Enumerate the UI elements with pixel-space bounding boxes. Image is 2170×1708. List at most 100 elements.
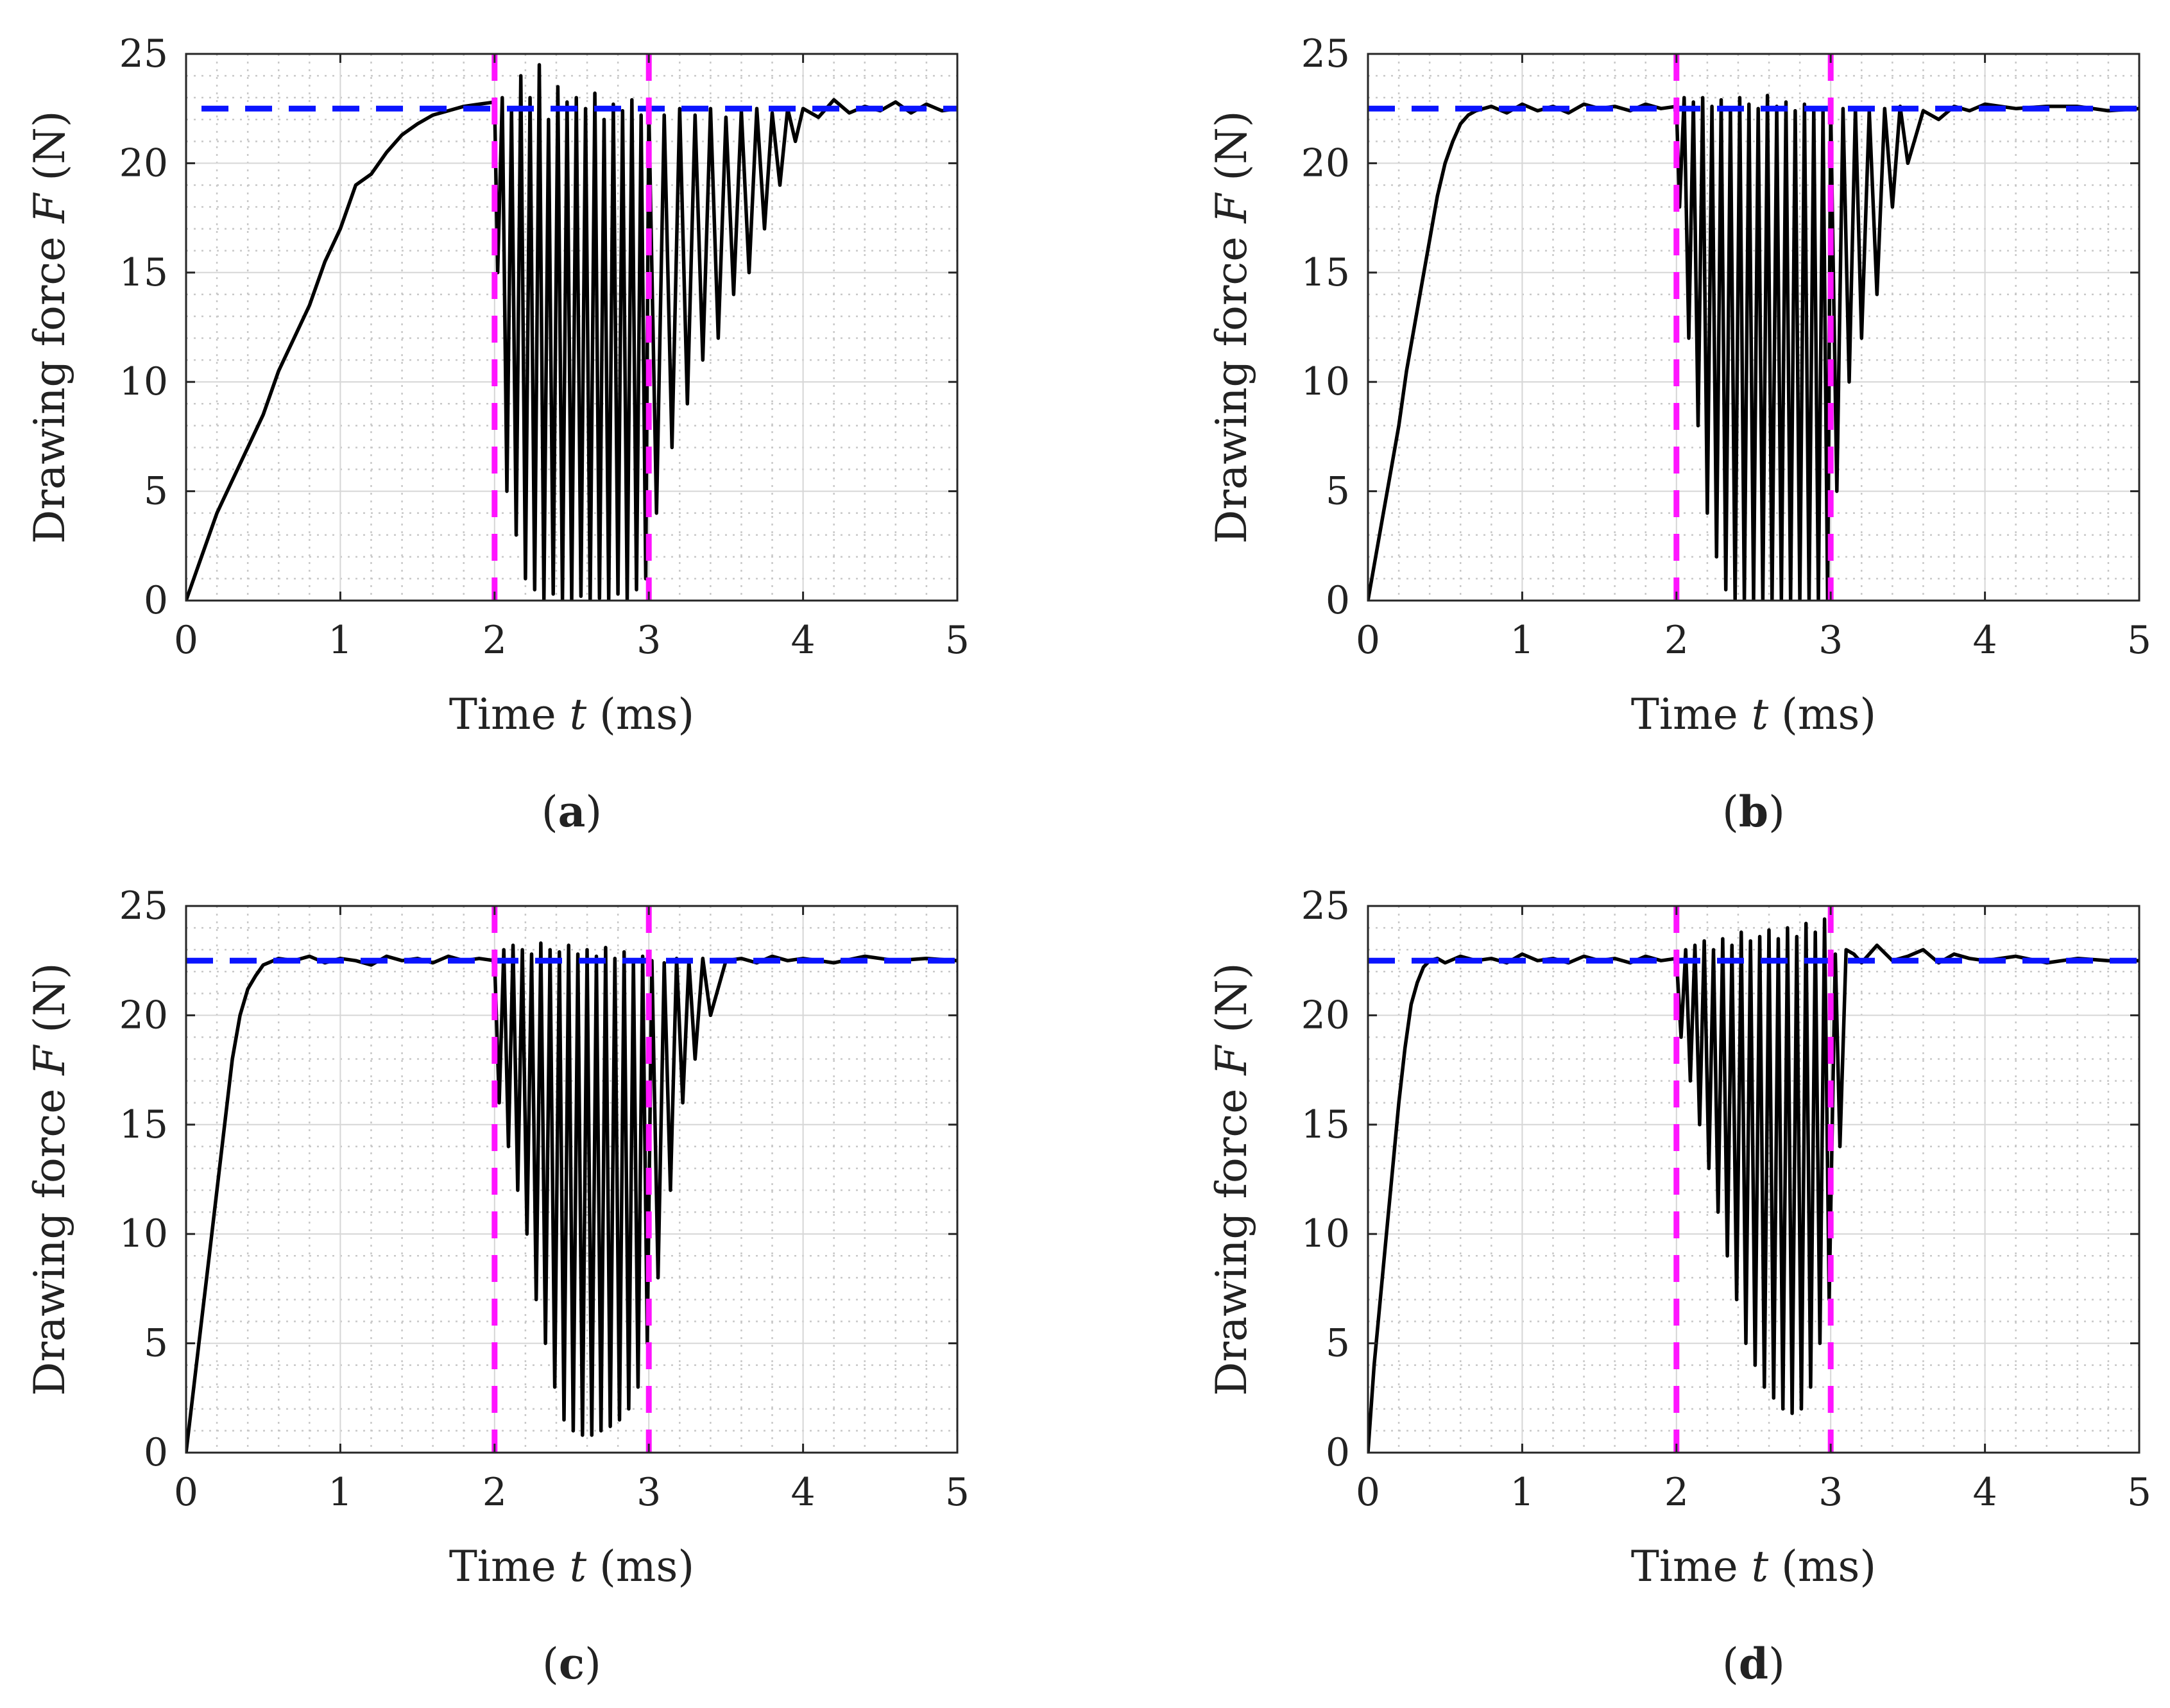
y-tick-label: 25 — [1301, 884, 1350, 928]
x-axis-variable: t — [570, 690, 587, 739]
x-tick-label: 3 — [1818, 618, 1843, 663]
x-axis-title: Time — [449, 690, 570, 739]
y-axis-variable: F — [1207, 192, 1256, 224]
x-axis-label: Time t (ms) — [449, 690, 694, 739]
x-tick-label: 4 — [791, 618, 816, 663]
x-tick-label: 3 — [636, 1470, 661, 1515]
y-tick-label: 25 — [119, 31, 168, 76]
x-tick-label: 0 — [1356, 1470, 1380, 1515]
y-axis-unit: (N) — [25, 111, 74, 181]
panel-d: 0 1 2 3 4 5 0 5 10 15 20 25 Time t (ms) Drawing force … — [1207, 884, 2151, 1689]
y-tick-label: 20 — [119, 993, 168, 1038]
y-tick-label: 5 — [1326, 1321, 1350, 1366]
y-tick-label: 15 — [1301, 1102, 1350, 1147]
force-series-line — [186, 63, 957, 601]
y-tick-label: 25 — [119, 884, 168, 928]
y-tick-label: 15 — [119, 250, 168, 295]
x-tick-label: 2 — [483, 1470, 507, 1515]
x-tick-label: 2 — [483, 618, 507, 663]
caption-close-paren: ) — [585, 1639, 601, 1689]
y-axis-title: Drawing force — [1207, 1075, 1256, 1396]
y-tick-label: 5 — [144, 1321, 168, 1366]
x-axis-variable: t — [1752, 690, 1769, 739]
caption-close-paren: ) — [1768, 787, 1785, 837]
caption-letter: d — [1739, 1639, 1768, 1689]
x-tick-label: 3 — [1818, 1470, 1843, 1515]
panel-c: 0 1 2 3 4 5 0 5 10 15 20 25 Time t (ms) Drawing force … — [25, 884, 970, 1689]
x-tick-label: 5 — [945, 618, 970, 663]
x-tick-label: 1 — [1510, 1470, 1534, 1515]
x-axis-unit: (ms) — [1781, 690, 1876, 739]
caption-letter: b — [1739, 787, 1768, 837]
x-tick-label: 1 — [328, 1470, 352, 1515]
y-tick-label: 0 — [144, 1430, 168, 1475]
y-axis-variable: F — [25, 1045, 74, 1076]
y-axis-label: Drawing force F (N) — [25, 111, 74, 544]
x-tick-label: 4 — [1973, 618, 1997, 663]
y-axis-unit: (N) — [1207, 963, 1256, 1033]
y-tick-label: 25 — [1301, 31, 1350, 76]
caption-open-paren: ( — [542, 1639, 559, 1689]
y-axis-label: Drawing force F (N) — [25, 963, 74, 1396]
x-tick-label: 5 — [2127, 1470, 2151, 1515]
y-axis-label: Drawing force F (N) — [1207, 111, 1256, 544]
y-tick-label: 10 — [119, 359, 168, 404]
x-tick-label: 4 — [1973, 1470, 1997, 1515]
caption-close-paren: ) — [1768, 1639, 1785, 1689]
y-tick-label: 5 — [144, 469, 168, 514]
y-axis-variable: F — [25, 192, 74, 224]
x-tick-label: 0 — [174, 618, 198, 663]
x-axis-unit: (ms) — [1781, 1542, 1876, 1591]
y-axis-variable: F — [1207, 1045, 1256, 1076]
x-axis-variable: t — [570, 1542, 587, 1591]
x-tick-label: 4 — [791, 1470, 816, 1515]
y-tick-label: 15 — [119, 1102, 168, 1147]
panel-caption: (a) — [542, 787, 602, 837]
force-series-line — [186, 941, 957, 1453]
caption-open-paren: ( — [542, 787, 558, 837]
x-tick-label: 5 — [2127, 618, 2151, 663]
x-tick-label: 1 — [1510, 618, 1534, 663]
panel-caption: (b) — [1722, 787, 1785, 837]
panel-b: 0 1 2 3 4 5 0 5 10 15 20 25 Time t (ms) Drawing force … — [1207, 31, 2151, 837]
caption-letter: a — [558, 787, 586, 837]
y-tick-label: 10 — [119, 1211, 168, 1256]
y-axis-title: Drawing force — [25, 223, 74, 544]
y-axis-title: Drawing force — [1207, 223, 1256, 544]
y-tick-label: 10 — [1301, 359, 1350, 404]
y-tick-label: 20 — [119, 141, 168, 185]
x-tick-label: 1 — [328, 618, 352, 663]
axes-frame — [185, 905, 959, 1454]
y-tick-label: 20 — [1301, 141, 1350, 185]
y-tick-label: 0 — [144, 578, 168, 623]
x-axis-label: Time t (ms) — [1631, 690, 1876, 739]
x-tick-label: 3 — [636, 618, 661, 663]
x-axis-label: Time t (ms) — [1631, 1542, 1876, 1591]
caption-letter: c — [559, 1639, 585, 1689]
axes-frame — [1367, 905, 2140, 1454]
axes-frame — [185, 53, 959, 602]
x-axis-title: Time — [1631, 690, 1752, 739]
caption-open-paren: ( — [1722, 787, 1739, 837]
caption-open-paren: ( — [1722, 1639, 1739, 1689]
y-axis-title: Drawing force — [25, 1075, 74, 1396]
y-tick-label: 5 — [1326, 469, 1350, 514]
axes-frame — [1367, 53, 2140, 602]
x-axis-variable: t — [1752, 1542, 1769, 1591]
y-tick-label: 20 — [1301, 993, 1350, 1038]
x-tick-label: 5 — [945, 1470, 970, 1515]
x-tick-label: 0 — [174, 1470, 198, 1515]
x-axis-label: Time t (ms) — [449, 1542, 694, 1591]
x-axis-title: Time — [1631, 1542, 1752, 1591]
y-tick-label: 0 — [1326, 1430, 1350, 1475]
y-axis-unit: (N) — [1207, 111, 1256, 181]
x-tick-label: 0 — [1356, 618, 1380, 663]
x-tick-label: 2 — [1664, 618, 1689, 663]
y-tick-label: 0 — [1326, 578, 1350, 623]
force-series-line — [1368, 94, 2139, 601]
x-axis-unit: (ms) — [599, 1542, 694, 1591]
x-axis-unit: (ms) — [599, 690, 694, 739]
y-axis-unit: (N) — [25, 963, 74, 1033]
